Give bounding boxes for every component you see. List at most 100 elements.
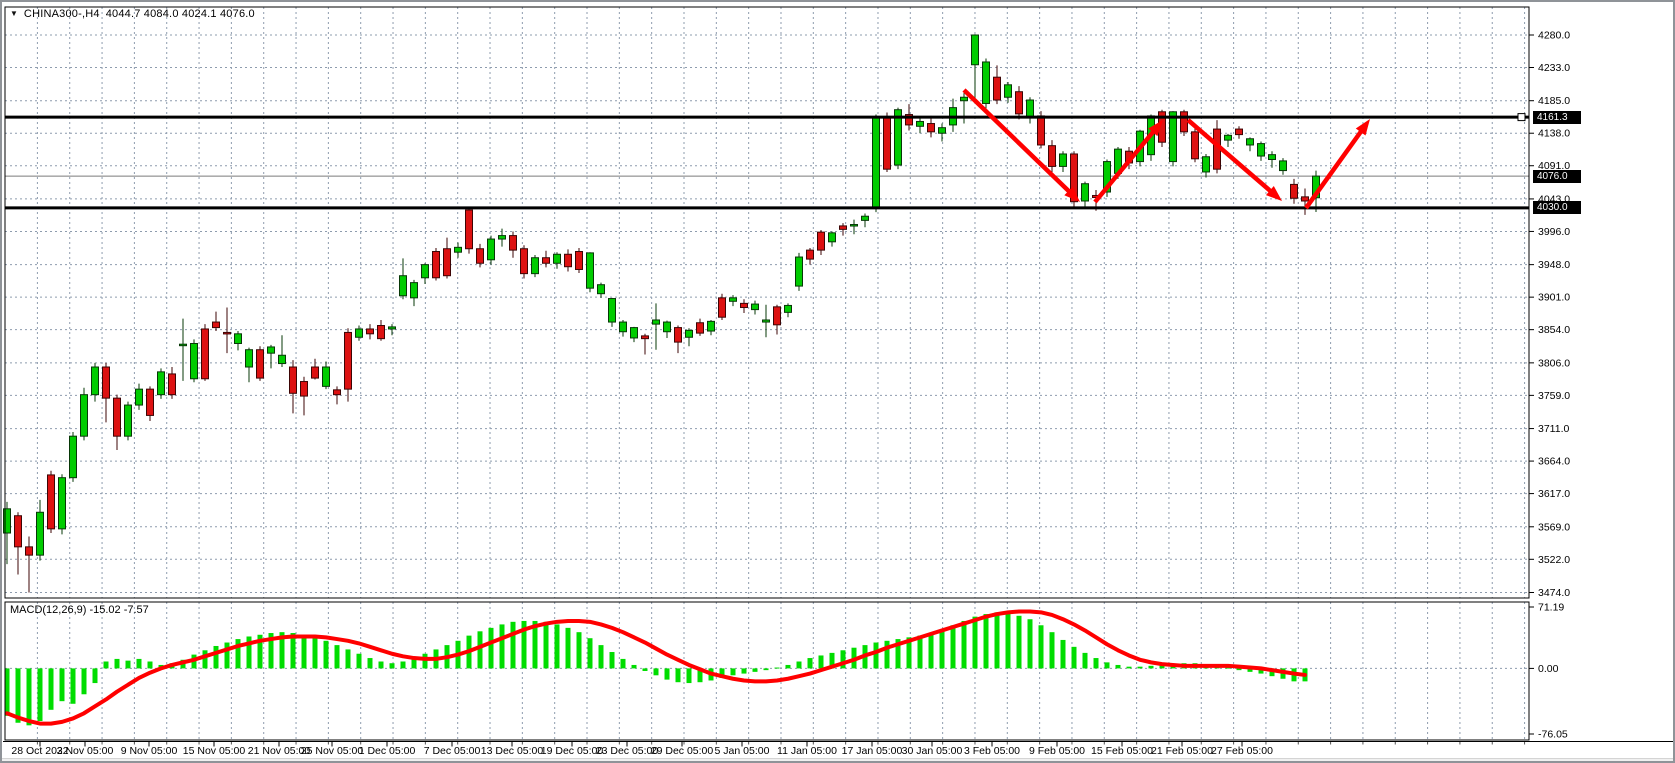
- candle-bear: [14, 515, 22, 548]
- candle-bull: [1026, 99, 1034, 119]
- candle-bull: [652, 319, 660, 325]
- candle-bull: [553, 253, 561, 264]
- candle-bear: [201, 328, 209, 380]
- svg-text:3711.0: 3711.0: [1538, 423, 1569, 435]
- candle-bull: [1268, 154, 1276, 161]
- candle-bear: [564, 253, 572, 268]
- svg-text:-76.05: -76.05: [1538, 729, 1568, 741]
- candle-bear: [443, 248, 451, 277]
- candle-bull: [685, 329, 693, 338]
- candle-bear: [146, 388, 154, 416]
- candle-bull: [795, 256, 803, 287]
- svg-text:3664.0: 3664.0: [1538, 456, 1570, 468]
- svg-text:29 Dec 05:00: 29 Dec 05:00: [651, 745, 714, 757]
- svg-text:9 Feb 05:00: 9 Feb 05:00: [1029, 745, 1085, 757]
- trend-arrow-3[interactable]: [1186, 118, 1282, 201]
- candle-bull: [872, 117, 880, 209]
- candle-bear: [718, 297, 726, 318]
- candle-bull: [784, 304, 792, 313]
- candle-bull: [3, 508, 11, 534]
- plot-borders: [3, 6, 1673, 742]
- macd-indicator-label: MACD(12,26,9) -15.02 -7.57: [10, 604, 149, 616]
- candle-bear: [47, 474, 55, 530]
- candle-bull: [157, 371, 165, 396]
- candle-bull: [58, 477, 66, 530]
- candle-bull: [1059, 153, 1067, 167]
- trend-arrow-2[interactable]: [1093, 120, 1163, 204]
- candle-bull: [960, 96, 968, 102]
- candle-bull: [762, 319, 770, 323]
- candle-bull: [630, 327, 638, 339]
- svg-text:3806.0: 3806.0: [1538, 357, 1570, 369]
- svg-text:3522.0: 3522.0: [1538, 554, 1570, 566]
- candle-bull: [971, 34, 979, 66]
- candle-bear: [1191, 131, 1199, 160]
- candle-bull: [69, 435, 77, 479]
- candle-bear: [905, 114, 913, 126]
- candle-bear: [168, 373, 176, 396]
- candle-bull: [91, 366, 99, 396]
- candle-bear: [927, 123, 935, 133]
- candle-bull: [234, 333, 242, 344]
- candle-bull: [608, 298, 616, 323]
- candle-bull: [729, 297, 737, 302]
- candle-bull: [1103, 161, 1111, 193]
- candle-bear: [1037, 115, 1045, 146]
- svg-text:4138.0: 4138.0: [1538, 128, 1570, 140]
- candle-bear: [256, 349, 264, 379]
- macd-signal-line: [5, 609, 1307, 726]
- candle-bear: [311, 366, 319, 379]
- candle-bull: [916, 120, 924, 127]
- candle-bear: [993, 76, 1001, 101]
- ohlc-readout: 4044.7 4084.0 4024.1 4076.0: [105, 8, 255, 20]
- candle-bull: [487, 238, 495, 261]
- candle-bull: [322, 366, 330, 387]
- svg-text:1 Dec 05:00: 1 Dec 05:00: [359, 745, 416, 757]
- candle-bull: [388, 326, 396, 330]
- svg-text:21 Nov 05:00: 21 Nov 05:00: [248, 745, 311, 757]
- candle-bear: [641, 335, 649, 340]
- candle-bull: [410, 282, 418, 299]
- candle-bear: [432, 250, 440, 279]
- candle-bull: [597, 284, 605, 295]
- candle-bull: [267, 346, 275, 354]
- svg-text:11 Jan 05:00: 11 Jan 05:00: [777, 745, 837, 757]
- svg-text:17 Jan 05:00: 17 Jan 05:00: [842, 745, 903, 757]
- svg-text:30 Jan 05:00: 30 Jan 05:00: [902, 745, 963, 757]
- candle-bull: [454, 246, 462, 253]
- svg-text:25 Nov 05:00: 25 Nov 05:00: [301, 745, 364, 757]
- candle-bear: [674, 327, 682, 343]
- candle-bull: [190, 342, 198, 380]
- candle-bull: [663, 321, 671, 333]
- svg-text:4091.0: 4091.0: [1538, 160, 1570, 172]
- candle-bear: [806, 249, 814, 260]
- candle-bear: [575, 250, 583, 270]
- candle-bear: [1180, 111, 1188, 133]
- svg-text:13 Dec 05:00: 13 Dec 05:00: [481, 745, 544, 757]
- candle-bull: [1279, 160, 1287, 172]
- candle-bear: [883, 116, 891, 170]
- candle-bull: [498, 235, 506, 240]
- candle-bear: [113, 397, 121, 437]
- candle-bear: [366, 328, 374, 335]
- symbol-dropdown-icon[interactable]: ▼: [10, 9, 18, 18]
- svg-text:3759.0: 3759.0: [1538, 390, 1570, 402]
- trend-arrow-4[interactable]: [1304, 119, 1370, 210]
- price-axis[interactable]: 4280.04233.04185.04138.04091.04043.03996…: [1529, 30, 1570, 600]
- candle-bull: [850, 224, 858, 227]
- candle-bull: [828, 232, 836, 243]
- candle-bull: [1169, 111, 1177, 163]
- candle-bull: [278, 354, 286, 365]
- price-tag-support: 4030.0: [1533, 201, 1581, 214]
- macd-axis[interactable]: 71.19 0.00 -76.05: [1529, 602, 1568, 741]
- candle-bear: [212, 321, 220, 329]
- candle-bear: [1070, 153, 1078, 203]
- candle-bear: [223, 331, 231, 335]
- candle-bull: [421, 264, 429, 279]
- candle-bull: [179, 343, 187, 347]
- trend-arrow-1[interactable]: [962, 88, 1080, 202]
- hline-handle[interactable]: [1517, 113, 1526, 122]
